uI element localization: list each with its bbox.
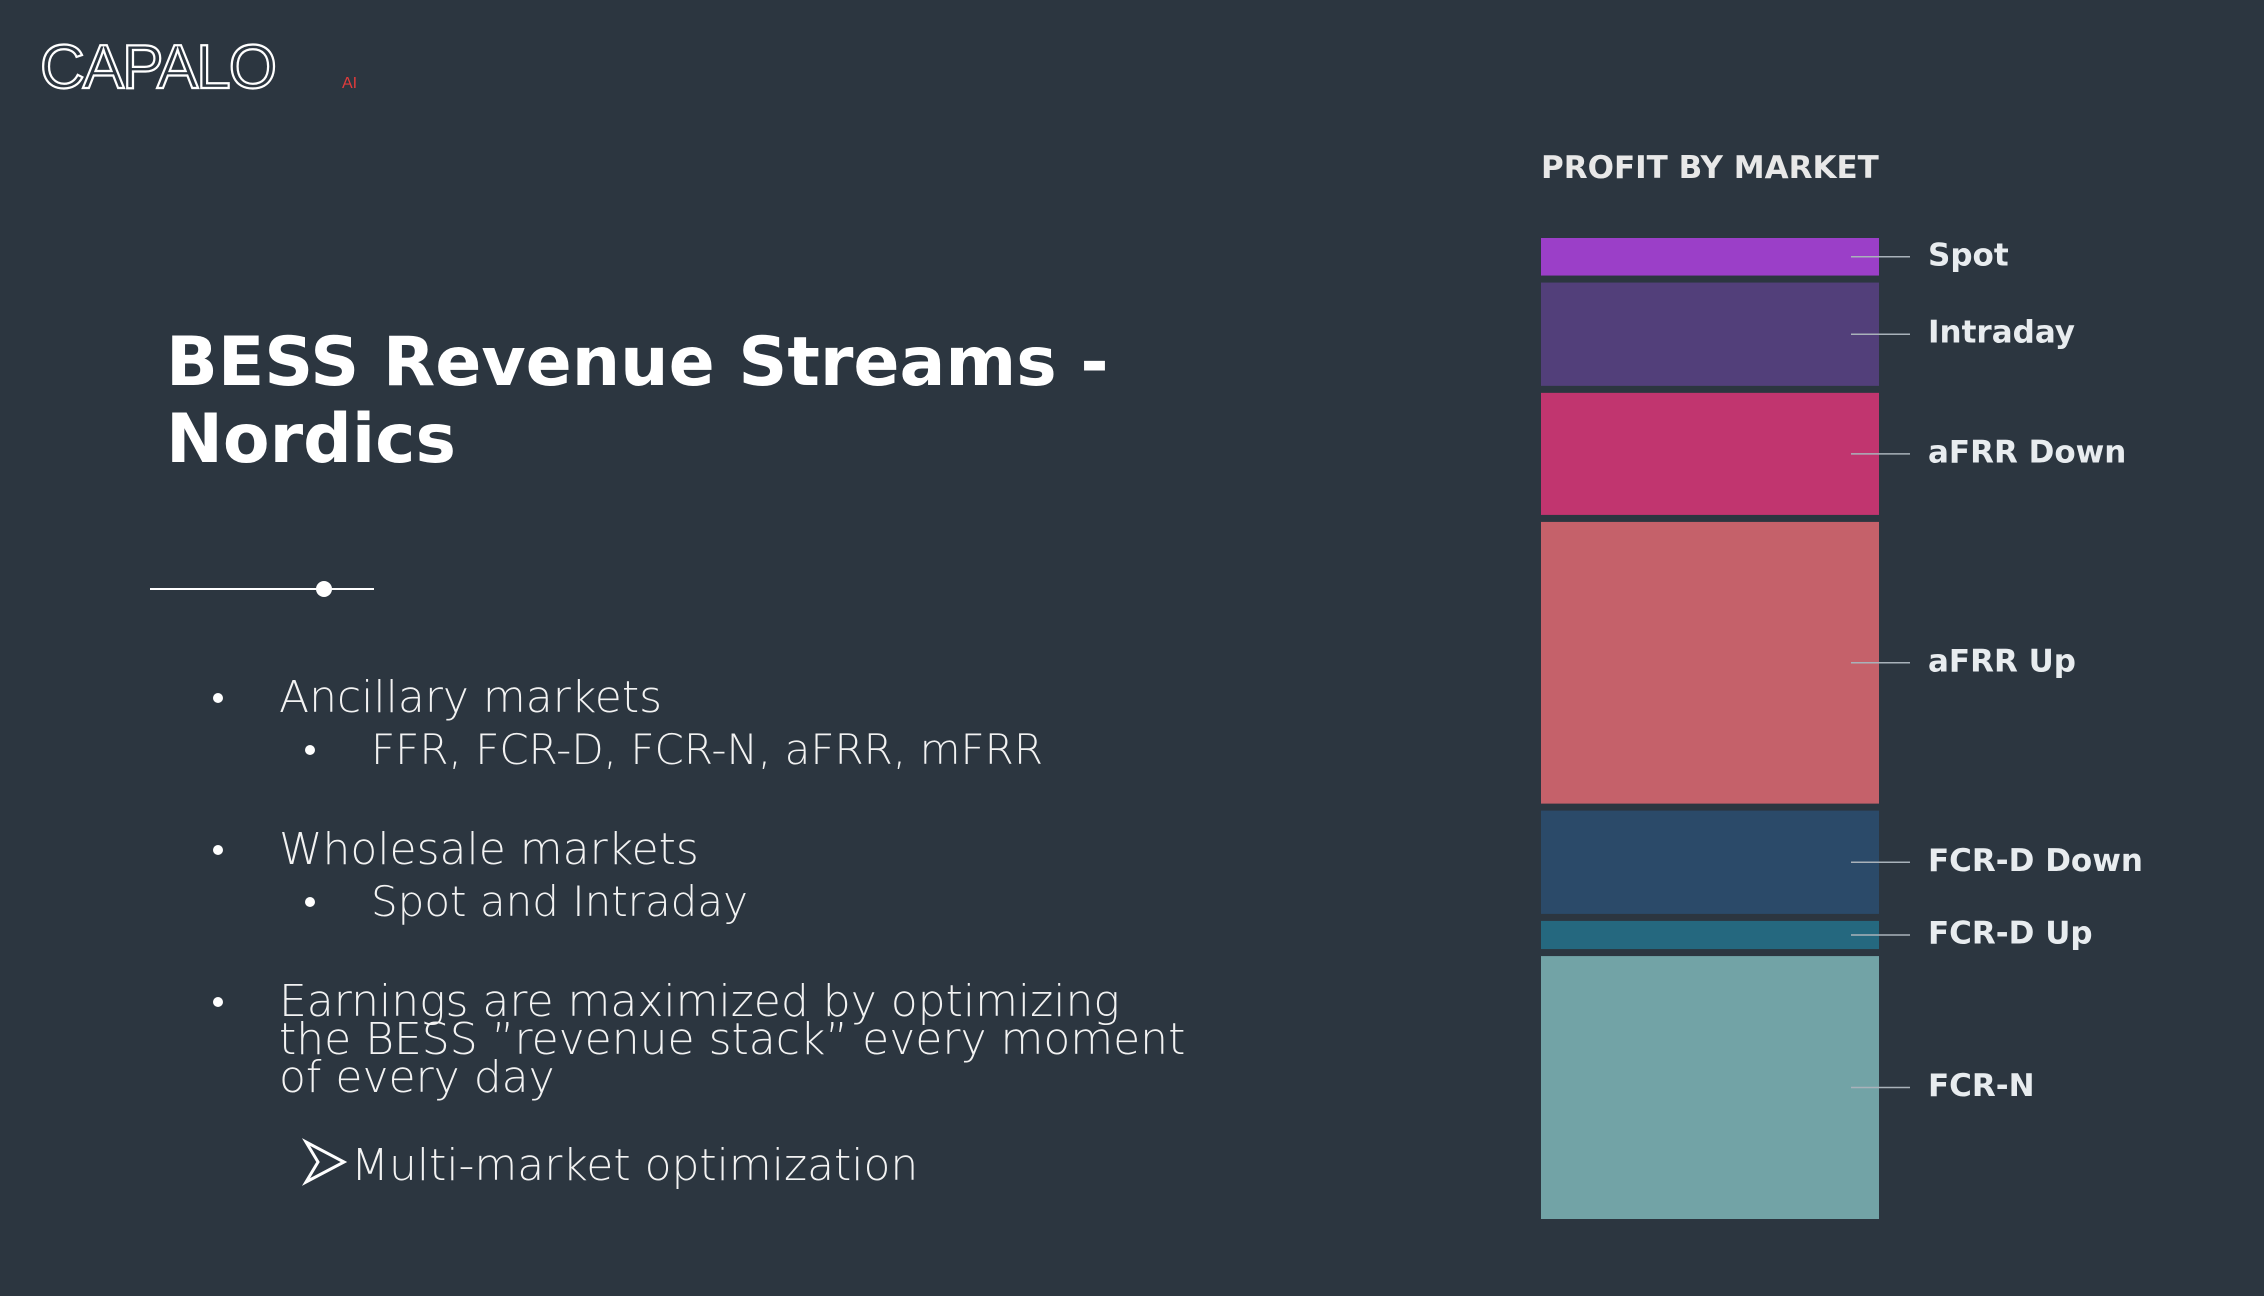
- logo: CAPALO: [40, 33, 275, 102]
- bullet-text: Earnings are maximized by optimizing: [279, 976, 1120, 1027]
- slide-title: Nordics: [166, 400, 456, 479]
- segment-label: Spot: [1928, 237, 2009, 273]
- sub-bullet-dot: [305, 897, 315, 907]
- segment-label: aFRR Up: [1928, 643, 2076, 679]
- bar-segment: [1541, 956, 1879, 1219]
- bar-segment: [1541, 392, 1879, 515]
- sub-bullet-text: Spot and Intraday: [371, 877, 748, 926]
- chart: PROFIT BY MARKET Spot Intraday aFRR Down aF…: [1541, 150, 2143, 1219]
- bar-segment: [1541, 282, 1879, 386]
- bullet-text: the BESS ”revenue stack” every moment: [279, 1014, 1185, 1065]
- bar-segment: [1541, 810, 1879, 914]
- bar-segment: [1541, 920, 1879, 950]
- arrow-icon: [301, 1138, 348, 1186]
- conclusion: Multi-market optimization: [351, 1140, 918, 1191]
- bullet-dot: [213, 693, 223, 703]
- bullet-text: of every day: [279, 1052, 555, 1103]
- sub-bullet-dot: [305, 745, 315, 755]
- logo-suffix: AI: [342, 75, 357, 92]
- bar-segment: [1541, 521, 1879, 804]
- segment-label: aFRR Down: [1928, 434, 2126, 470]
- bullet-text: Ancillary markets: [279, 672, 662, 723]
- segment-label: Intraday: [1928, 315, 2075, 351]
- bar-segment: [1541, 238, 1879, 276]
- segment-label: FCR-D Down: [1928, 843, 2143, 879]
- bullet-text: Wholesale markets: [279, 824, 699, 875]
- chart-title: PROFIT BY MARKET: [1541, 150, 1879, 186]
- divider-dot: [316, 581, 332, 597]
- segment-label: FCR-N: [1928, 1068, 2035, 1104]
- slide-title: BESS Revenue Streams -: [166, 323, 1109, 402]
- sub-bullet-text: FFR, FCR-D, FCR-N, aFRR, mFRR: [371, 725, 1043, 774]
- bullet-dot: [213, 845, 223, 855]
- segment-label: FCR-D Up: [1928, 915, 2093, 951]
- bullet-dot: [213, 997, 223, 1007]
